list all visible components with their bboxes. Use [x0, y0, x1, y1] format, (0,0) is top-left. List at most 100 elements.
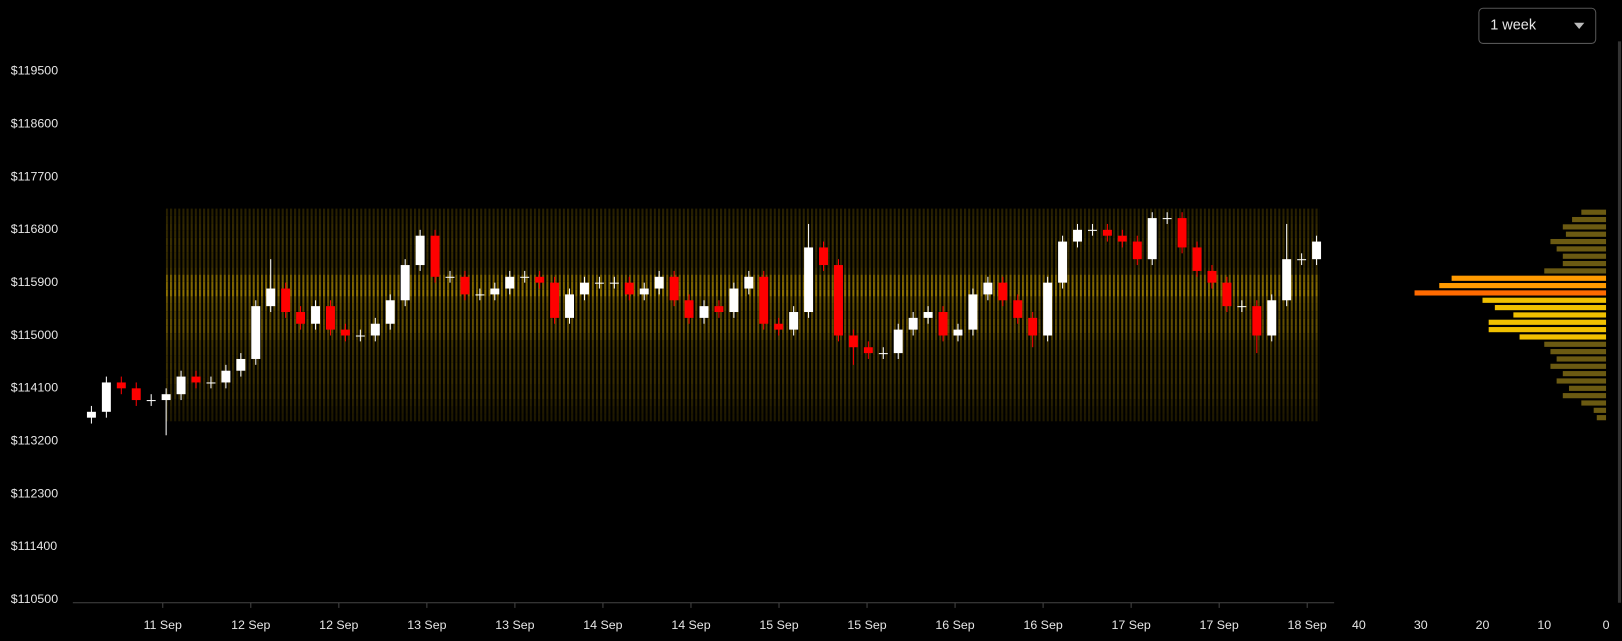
candle-body	[1312, 241, 1322, 260]
y-tick-label: $112300	[11, 486, 58, 500]
profile-bar	[1550, 238, 1607, 245]
candle-body	[385, 300, 395, 324]
profile-bar	[1581, 400, 1607, 406]
candle-body	[1147, 218, 1157, 260]
candle-body	[535, 276, 545, 283]
heatmap-row	[165, 230, 1320, 238]
candle-body	[1117, 235, 1127, 242]
profile-bar	[1488, 327, 1607, 333]
profile-bar	[1593, 407, 1607, 413]
profile-bar	[1568, 385, 1607, 391]
heatmap-row	[165, 215, 1320, 224]
profile-bar	[1556, 246, 1607, 252]
heatmap-row	[165, 281, 1320, 290]
candle-body	[848, 335, 858, 348]
candle-body	[759, 276, 769, 324]
candle-body	[86, 411, 96, 418]
y-tick-label: $110500	[11, 592, 58, 606]
heatmap-row	[165, 333, 1320, 341]
dropdown-label[interactable]: 1 week	[1490, 18, 1537, 34]
candle-body	[983, 282, 993, 295]
candle-body	[968, 294, 978, 330]
y-tick-label: $111400	[11, 539, 58, 553]
profile-bar	[1562, 224, 1607, 230]
profile-bar	[1562, 253, 1607, 259]
candle-body	[923, 312, 933, 318]
candle-body	[1237, 306, 1247, 308]
candle-body	[714, 306, 724, 313]
candle-body	[565, 294, 575, 318]
candle-body	[281, 288, 291, 313]
x-tick-label: 17 Sep	[1111, 618, 1150, 632]
candle-body	[355, 335, 365, 337]
candle-body	[624, 282, 634, 295]
candle-body	[1043, 282, 1053, 336]
profile-bar	[1544, 268, 1607, 274]
candle-body	[251, 306, 261, 359]
heatmap-row	[165, 303, 1320, 312]
candle-body	[908, 317, 918, 330]
candle-body	[953, 329, 963, 336]
profile-bar	[1562, 371, 1607, 377]
candle-body	[1073, 229, 1082, 242]
x-tick-label: 12 Sep	[319, 618, 358, 632]
profile-bar	[1565, 231, 1607, 237]
candle-body	[445, 276, 455, 278]
x-tick-label: 15 Sep	[759, 618, 798, 632]
candle-body	[594, 282, 604, 284]
profile-tick-label: 0	[1603, 618, 1610, 632]
candle-body	[221, 370, 231, 383]
candle-body	[1013, 300, 1023, 318]
heatmap-row	[165, 370, 1320, 378]
heatmap-row	[165, 289, 1320, 297]
candle-body	[1282, 259, 1292, 301]
candle-body	[520, 276, 530, 278]
heatmap-row	[165, 208, 1320, 216]
x-tick-label: 16 Sep	[1023, 618, 1062, 632]
candle-body	[804, 247, 814, 313]
heatmap-row	[165, 311, 1320, 319]
candle-body	[1252, 306, 1262, 336]
candle-body	[475, 294, 485, 296]
profile-bar	[1513, 312, 1607, 318]
heatmap-row	[165, 245, 1320, 253]
y-tick-label: $115000	[11, 328, 58, 342]
heatmap-row	[165, 274, 1320, 282]
heatmap-row	[165, 406, 1320, 414]
profile-bar	[1556, 356, 1607, 362]
candle-body	[609, 282, 619, 284]
heatmap-row	[165, 384, 1320, 392]
profile-bar	[1556, 378, 1607, 384]
candle-body	[789, 312, 799, 330]
profile-bar	[1488, 319, 1607, 325]
x-tick-label: 12 Sep	[231, 618, 270, 632]
profile-bar	[1451, 275, 1607, 281]
heatmap	[165, 208, 1320, 422]
candle-body	[1207, 270, 1217, 283]
heatmap-row	[165, 340, 1320, 348]
candle-body	[998, 282, 1008, 301]
profile-bar	[1572, 216, 1607, 223]
profile-bar	[1562, 393, 1607, 399]
candle-body	[893, 329, 903, 354]
profile-bar	[1562, 260, 1607, 267]
candle-body	[460, 276, 470, 295]
y-tick-label: $117700	[11, 169, 58, 183]
dropdown-box[interactable]	[1478, 7, 1597, 44]
dropdown-arrow[interactable]	[1573, 22, 1585, 29]
candle-body	[550, 282, 560, 318]
candle-body	[430, 235, 440, 277]
profile-bar	[1550, 349, 1607, 355]
x-tick-label: 17 Sep	[1200, 618, 1239, 632]
candle-body	[1177, 218, 1187, 248]
candle-body	[236, 358, 246, 371]
candle-body	[1297, 259, 1307, 261]
profile-bar	[1581, 209, 1607, 215]
plot	[86, 212, 1322, 436]
candle-body	[1267, 300, 1277, 336]
y-tick-label: $115900	[11, 275, 58, 289]
timeframe-dropdown[interactable]: 1 week	[1478, 7, 1597, 44]
profile-bar	[1519, 334, 1607, 340]
candle-body	[325, 306, 335, 330]
candle-body	[669, 276, 679, 301]
